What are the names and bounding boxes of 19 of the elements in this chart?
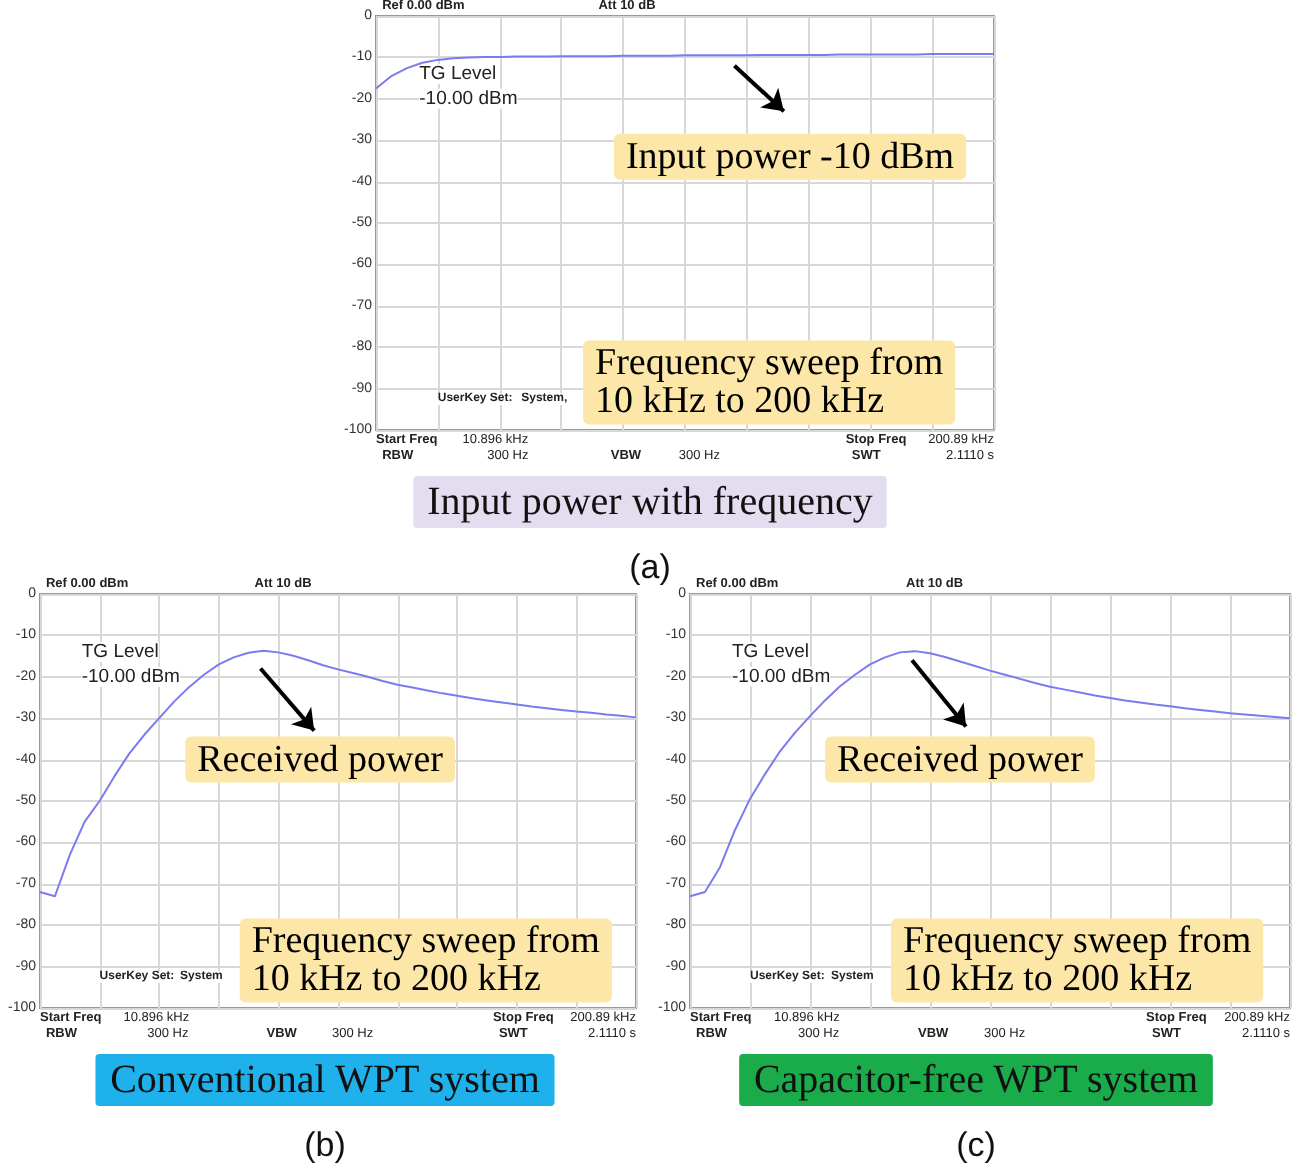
annotation: -10.00 dBm xyxy=(81,665,181,688)
annotation: Frequency sweep from 10 kHz to 200 kHz xyxy=(251,920,601,1001)
annotation: TG Level xyxy=(81,640,159,663)
annotation: TG Level xyxy=(419,62,497,85)
text: (b) xyxy=(304,1126,346,1164)
annotation: Received power xyxy=(837,738,1085,781)
annotation: TG Level xyxy=(732,640,810,663)
text: Input power with frequency xyxy=(427,480,873,524)
annotation: -10.00 dBm xyxy=(732,665,831,688)
text: Conventional WPT system xyxy=(110,1058,541,1102)
text: (c) xyxy=(956,1126,996,1164)
text: Capacitor-free WPT system xyxy=(753,1058,1199,1102)
annotation: Input power -10 dBm xyxy=(625,135,955,178)
annotation: Frequency sweep from 10 kHz to 200 kHz xyxy=(903,920,1252,1001)
text: (a) xyxy=(629,548,671,586)
line-series xyxy=(375,53,995,90)
annotation: Frequency sweep from 10 kHz to 200 kHz xyxy=(595,342,944,423)
annotation: -10.00 dBm xyxy=(419,87,518,110)
annotation: Received power xyxy=(197,738,445,781)
